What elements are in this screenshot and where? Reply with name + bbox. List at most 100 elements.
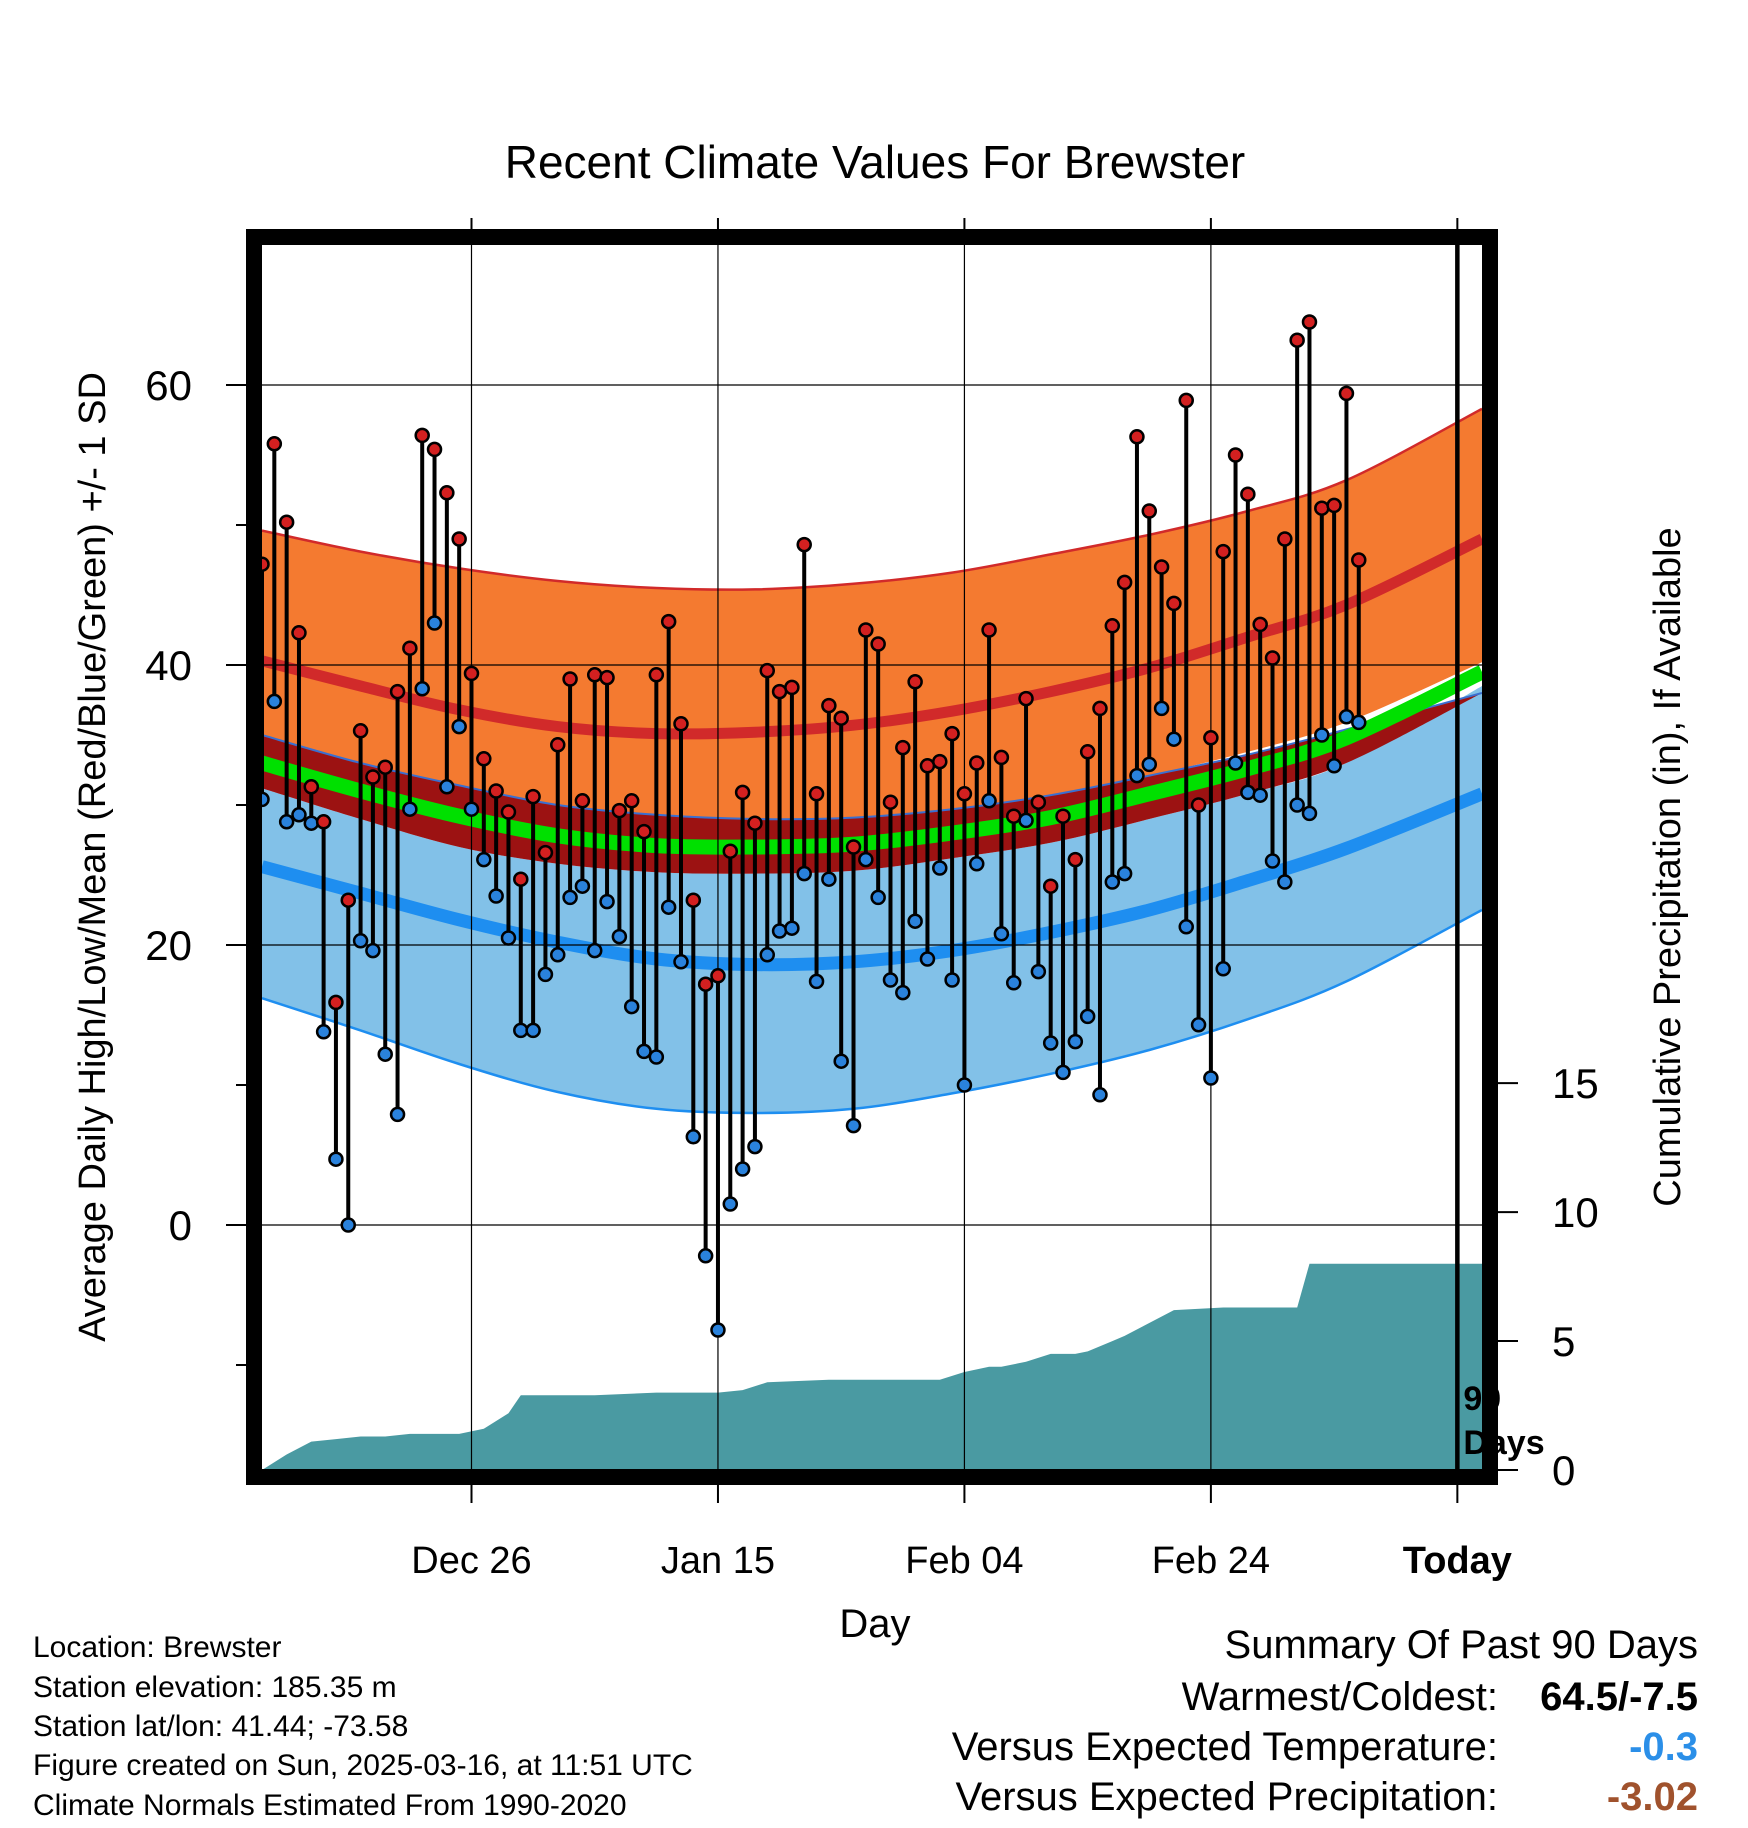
x-axis-label: Day — [839, 1602, 910, 1646]
daily-low-point — [1116, 865, 1133, 882]
daily-low-point — [685, 1129, 702, 1145]
daily-low-point — [907, 913, 923, 929]
meta-created: Figure created on Sun, 2025-03-16, at 11… — [33, 1749, 693, 1782]
daily-high-point — [1005, 808, 1022, 824]
daily-low-point — [291, 807, 307, 823]
daily-low-point — [1129, 767, 1145, 784]
daily-low-point — [340, 1217, 357, 1233]
daily-high-point — [1055, 808, 1071, 824]
daily-low-point — [463, 801, 480, 817]
daily-low-point — [660, 899, 677, 915]
summary-warm-cold-row: Warmest/Coldest: 64.5/-7.5 — [1182, 1677, 1698, 1717]
daily-high-point — [1264, 650, 1281, 666]
daily-high-point — [1092, 700, 1108, 717]
daily-low-point — [1153, 700, 1170, 717]
axes: 0 20 40 60 Dec 26 Jan 15 Feb 04 Feb 24 Today 0 5 10… — [145, 218, 1599, 1582]
daily-high-point — [340, 892, 357, 908]
meta-latlon: Station lat/lon: 41.44; -73.58 — [33, 1710, 409, 1743]
daily-high-point — [303, 779, 320, 795]
daily-high-point — [574, 793, 591, 809]
daily-high-point — [895, 739, 911, 756]
daily-high-point — [562, 671, 578, 687]
daily-high-point — [513, 871, 529, 887]
precip-area-group — [262, 1263, 1482, 1470]
summary-temp-value: -0.3 — [1629, 1725, 1698, 1769]
daily-low-point — [586, 942, 603, 959]
daily-high-point — [291, 625, 307, 641]
daily-high-point — [525, 788, 541, 805]
daily-low-point — [513, 1022, 529, 1039]
summary-warm-cold-label: Warmest/Coldest: — [1181, 1675, 1498, 1719]
daily-high-point — [402, 640, 418, 656]
daily-low-point — [1030, 963, 1047, 980]
summary-temp-row: Versus Expected Temperature: -0.3 — [952, 1727, 1698, 1767]
daily-high-point — [451, 531, 467, 547]
meta-elevation: Station elevation: 185.35 m — [33, 1671, 397, 1704]
plot-border — [246, 229, 1498, 1485]
daily-low-point — [968, 856, 985, 872]
daily-low-point — [1079, 1008, 1096, 1025]
daily-low-point — [562, 889, 578, 906]
daily-high-point — [1338, 385, 1355, 402]
x-tick-label: Feb 24 — [1152, 1540, 1270, 1582]
daily-high-point — [1227, 447, 1244, 463]
daily-high-point — [1277, 531, 1293, 547]
daily-low-point — [747, 1138, 763, 1155]
y2-tick-label: 5 — [1552, 1318, 1575, 1365]
daily-low-point — [266, 693, 283, 710]
daily-high-point — [1079, 744, 1096, 760]
summary-temp-label: Versus Expected Temperature: — [951, 1725, 1498, 1769]
daily-low-point — [648, 1049, 665, 1065]
daily-low-point — [315, 1024, 332, 1040]
daily-high-point — [1030, 794, 1047, 810]
daily-low-point — [1005, 975, 1022, 991]
daily-low-point — [303, 815, 320, 831]
daily-high-point — [463, 665, 480, 682]
daily-high-point — [673, 716, 689, 732]
daily-high-point — [932, 753, 948, 770]
x-tick-label: Today — [1403, 1540, 1512, 1582]
daily-high-point — [722, 843, 739, 859]
daily-high-point — [858, 622, 874, 638]
daily-high-point — [1351, 552, 1367, 568]
daily-high-point — [833, 710, 849, 726]
meta-normals: Climate Normals Estimated From 1990-2020 — [33, 1789, 627, 1822]
daily-high-point — [1240, 486, 1256, 502]
daily-low-point — [1141, 756, 1158, 773]
daily-low-point — [895, 984, 911, 1001]
daily-high-point — [845, 839, 862, 855]
daily-low-point — [328, 1151, 344, 1167]
daily-low-point — [500, 930, 517, 946]
precip-area — [262, 1263, 1482, 1470]
daily-high-point — [944, 725, 960, 742]
daily-low-point — [1092, 1087, 1108, 1103]
y-tick-label: 0 — [169, 1202, 192, 1249]
daily-high-point — [882, 794, 899, 810]
daily-high-point — [734, 784, 751, 801]
daily-high-point — [377, 759, 393, 775]
daily-low-point — [833, 1053, 849, 1069]
daily-high-point — [956, 786, 973, 802]
daily-high-point — [821, 697, 837, 714]
daily-high-point — [981, 622, 997, 638]
daily-low-point — [1252, 787, 1268, 803]
low-minus-sd-edge — [262, 908, 1482, 1115]
daily-low-point — [611, 928, 628, 945]
daily-high-point — [1215, 543, 1231, 560]
y2-tick-label: 15 — [1552, 1060, 1599, 1107]
daily-high-point — [710, 968, 726, 984]
daily-low-point — [439, 779, 455, 795]
daily-high-point — [537, 844, 554, 861]
daily-low-point — [759, 947, 776, 963]
daily-low-point — [919, 951, 936, 967]
daily-low-point — [858, 851, 874, 868]
daily-low-point — [402, 801, 418, 817]
daily-high-point — [1116, 574, 1133, 591]
daily-low-point — [697, 1248, 714, 1264]
daily-high-point — [870, 636, 886, 652]
daily-high-point — [278, 514, 295, 530]
daily-low-point — [1203, 1070, 1219, 1086]
daily-high-point — [623, 793, 640, 809]
daily-high-point — [636, 823, 652, 840]
daily-low-point — [1190, 1017, 1207, 1033]
